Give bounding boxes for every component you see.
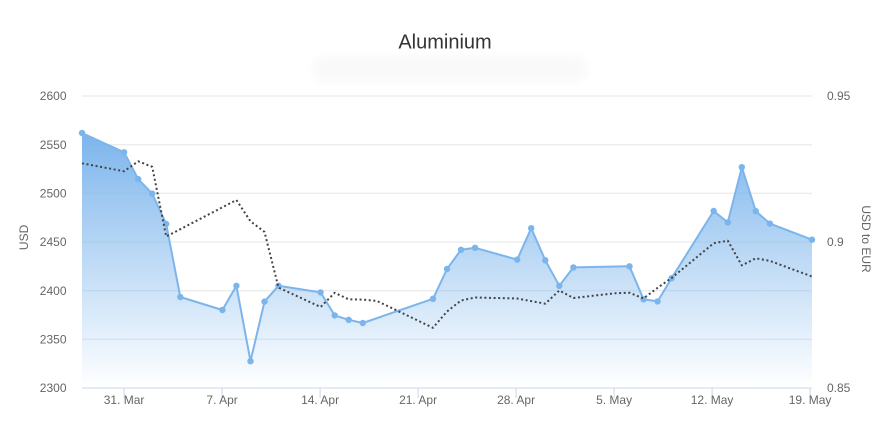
svg-text:5. May: 5. May: [596, 393, 632, 407]
svg-text:28. Apr: 28. Apr: [497, 393, 535, 407]
svg-text:21. Apr: 21. Apr: [399, 393, 437, 407]
svg-text:12. May: 12. May: [691, 393, 734, 407]
svg-text:Aluminium: Aluminium: [398, 32, 491, 54]
svg-text:14. Apr: 14. Apr: [301, 393, 339, 407]
svg-text:USD: USD: [17, 224, 31, 250]
svg-text:2400: 2400: [40, 284, 67, 298]
svg-text:31. Mar: 31. Mar: [104, 393, 145, 407]
svg-text:0.9: 0.9: [827, 235, 844, 249]
svg-text:2300: 2300: [40, 381, 67, 395]
svg-text:2450: 2450: [40, 235, 67, 249]
svg-text:0.95: 0.95: [827, 89, 851, 103]
svg-text:USD to EUR: USD to EUR: [859, 205, 873, 273]
svg-text:2550: 2550: [40, 138, 67, 152]
svg-text:7. Apr: 7. Apr: [206, 393, 237, 407]
svg-text:0.85: 0.85: [827, 381, 851, 395]
svg-text:19. May: 19. May: [789, 393, 832, 407]
svg-text:2600: 2600: [40, 89, 67, 103]
svg-text:2500: 2500: [40, 187, 67, 201]
svg-text:2350: 2350: [40, 333, 67, 347]
